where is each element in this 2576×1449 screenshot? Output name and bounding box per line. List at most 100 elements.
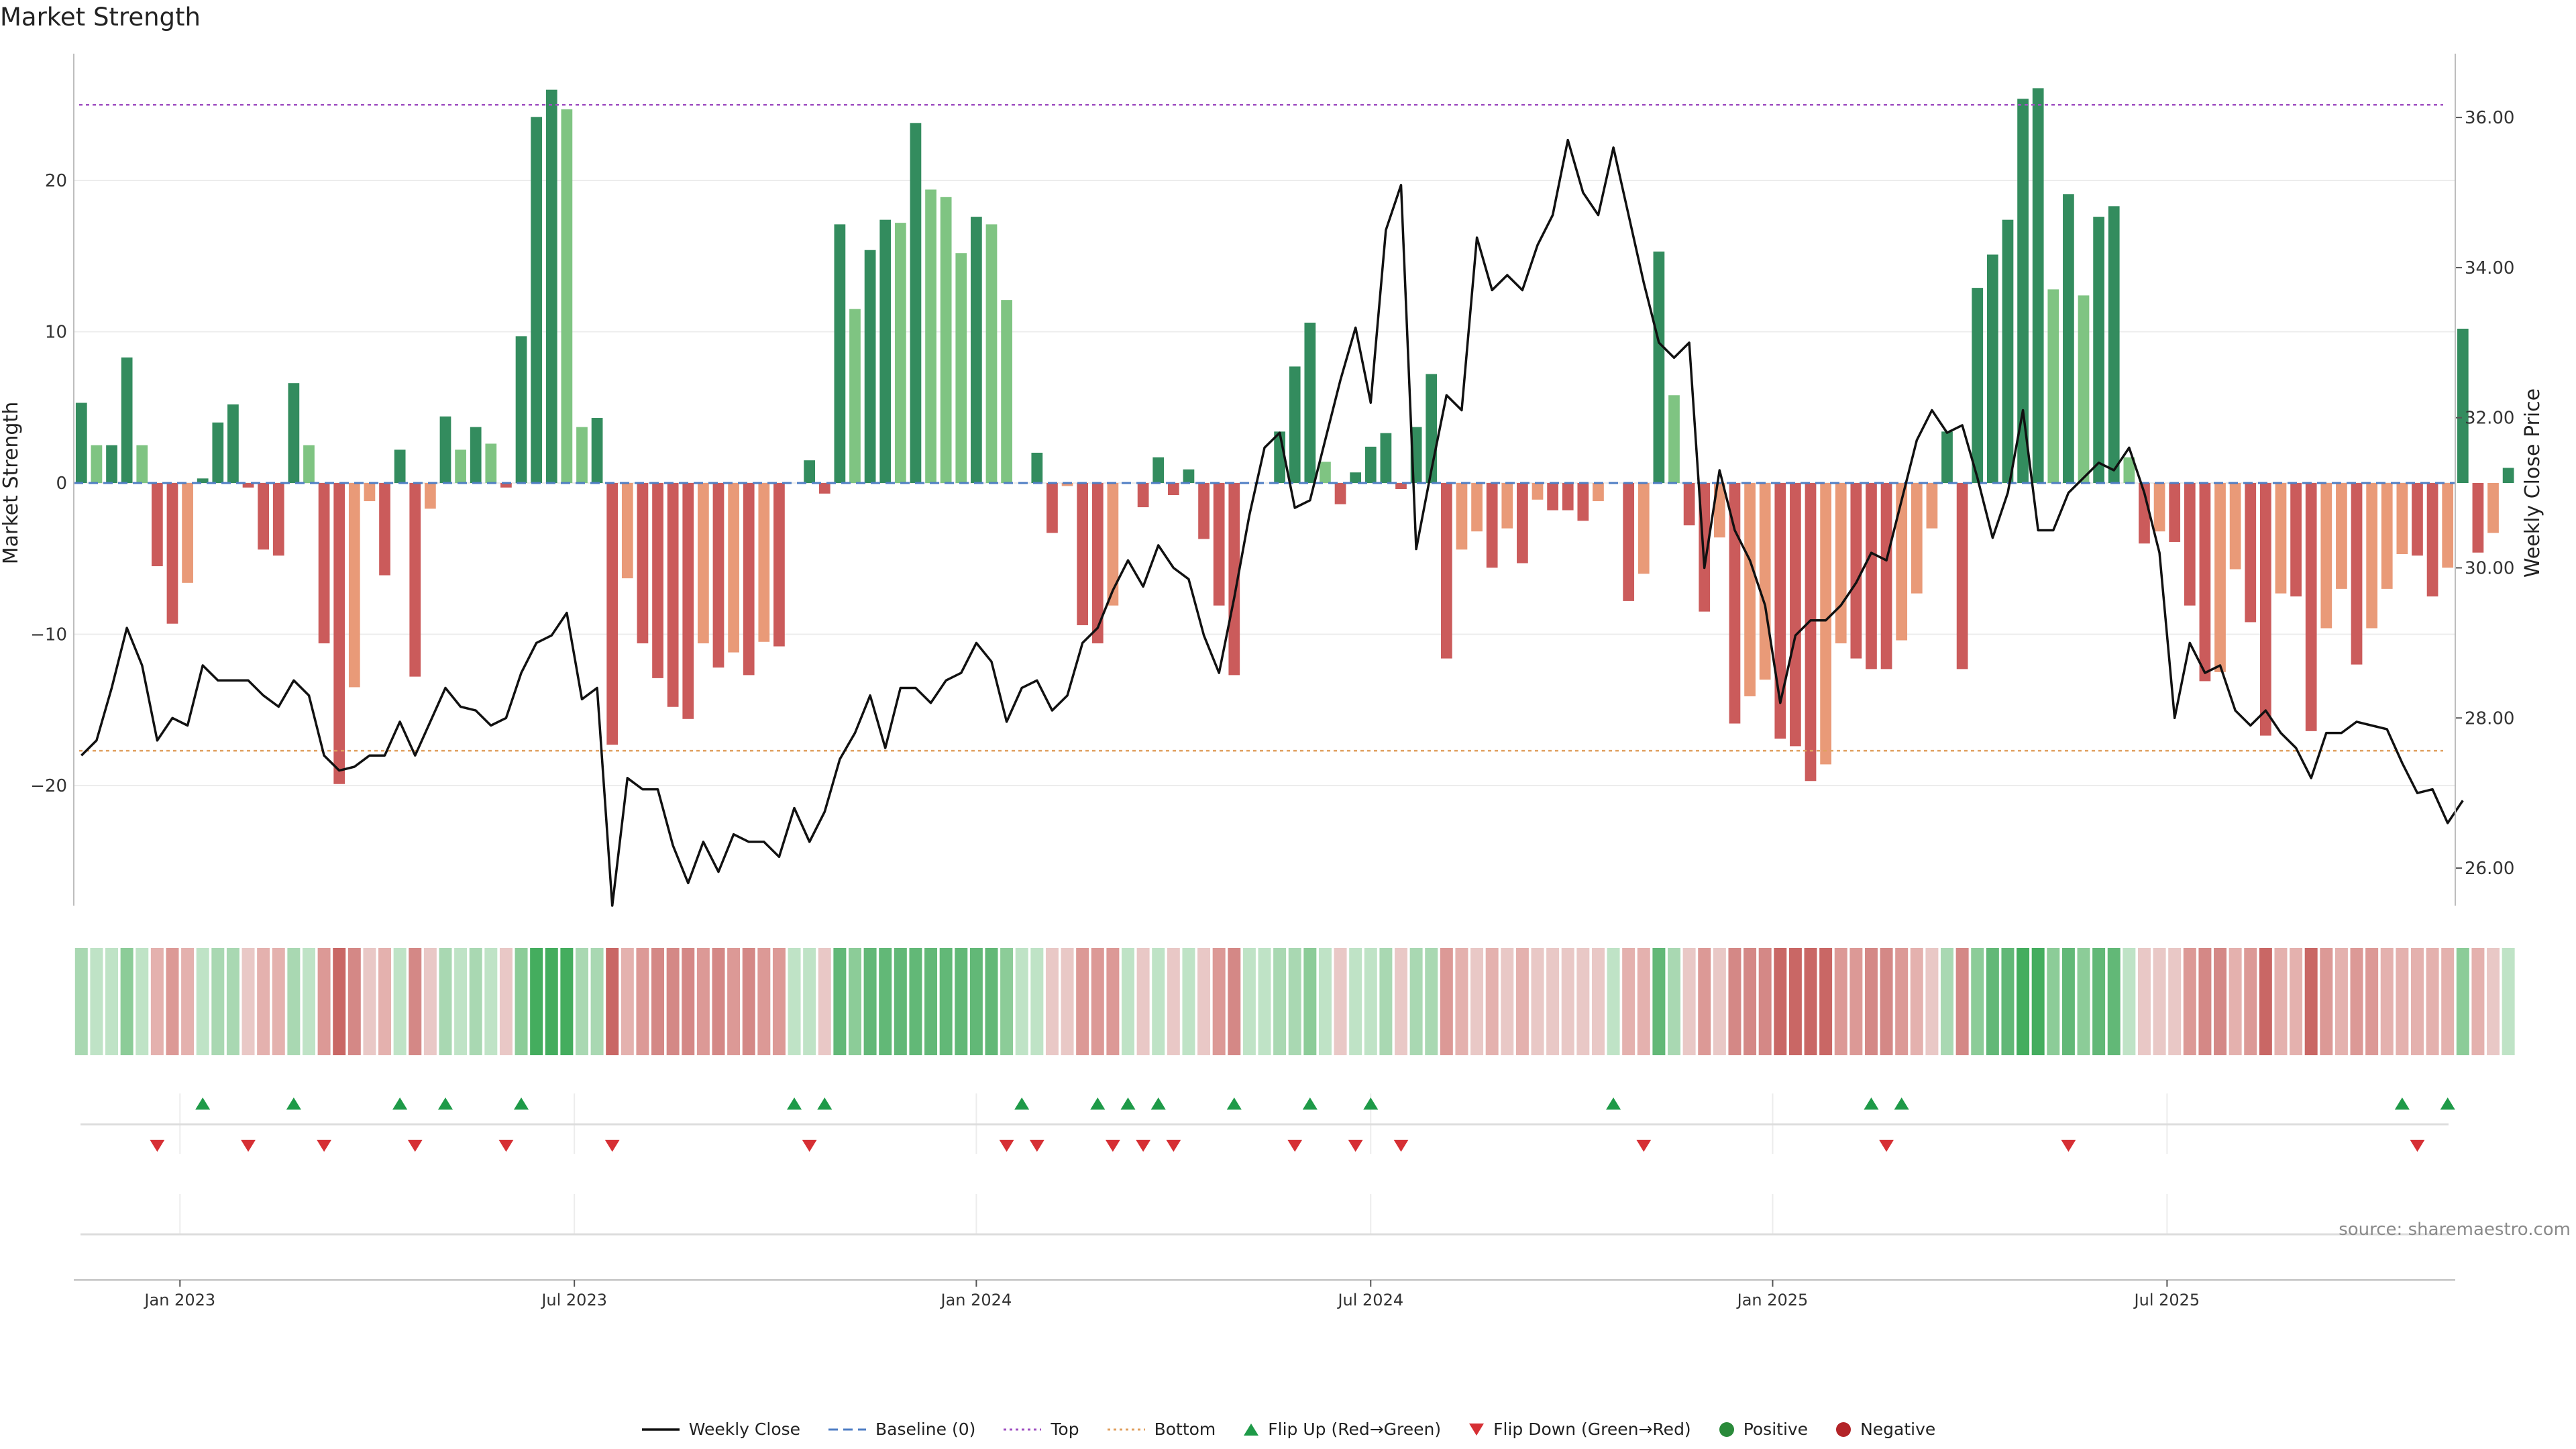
heat-cell [924, 948, 938, 1055]
strength-bar [2442, 483, 2454, 568]
strength-bar [1713, 483, 1725, 538]
flip-up-marker [1894, 1097, 1909, 1110]
strength-bar [1759, 483, 1771, 680]
y2-tick-label: 34.00 [2465, 258, 2514, 278]
strength-bar [576, 427, 588, 483]
y2-tick-label: 26.00 [2465, 859, 2514, 879]
heat-cell [894, 948, 907, 1055]
heat-cell [863, 948, 877, 1055]
heat-cell [1622, 948, 1635, 1055]
flip-down-marker [604, 1140, 620, 1152]
x-axis: Jan 2023 Jul 2023 Jan 2024 Jul 2024 Jan 2025… [74, 1279, 2455, 1309]
strength-bar [531, 117, 543, 484]
strength-bar [985, 224, 998, 483]
legend-item: Flip Up (Red→Green) [1242, 1419, 1441, 1439]
flip-down-marker [1879, 1140, 1894, 1152]
heat-cell [2290, 948, 2303, 1055]
flip-up-marker [1226, 1097, 1242, 1110]
flip-down-marker [2061, 1140, 2076, 1152]
strength-bar [136, 445, 148, 483]
heat-cell [1167, 948, 1180, 1055]
strength-bar [2123, 457, 2135, 483]
heat-cell [454, 948, 468, 1055]
strength-bar [773, 483, 785, 647]
strength-bar [318, 483, 330, 644]
flip-down-marker [150, 1140, 165, 1152]
strength-bar [258, 483, 270, 550]
heat-cell [1334, 948, 1347, 1055]
heat-cell [2396, 948, 2409, 1055]
heat-cell [1652, 948, 1666, 1055]
strength-bar [1986, 254, 1998, 483]
legend-symbol [641, 1428, 680, 1431]
heat-cell [166, 948, 179, 1055]
strength-bar [1471, 483, 1483, 532]
heat-cell [2198, 948, 2212, 1055]
strength-bar [151, 483, 163, 567]
heat-cell [2274, 948, 2288, 1055]
strength-bar [1956, 483, 1968, 669]
heat-cell [120, 948, 133, 1055]
heat-cell [2001, 948, 2015, 1055]
strength-bar [606, 483, 619, 745]
strength-bar [1532, 483, 1544, 500]
heat-cell [2456, 948, 2469, 1055]
strength-bar [2412, 483, 2423, 556]
heat-cell [1364, 948, 1377, 1055]
heat-cell [1607, 948, 1620, 1055]
heat-cell [1288, 948, 1301, 1055]
heat-cell [1834, 948, 1847, 1055]
flip-down-marker [1287, 1140, 1303, 1152]
heat-cell [1030, 948, 1044, 1055]
strength-bar [1440, 483, 1452, 659]
heat-cell [499, 948, 513, 1055]
heat-cell [423, 948, 437, 1055]
heat-cell [1349, 948, 1362, 1055]
heat-cell [545, 948, 558, 1055]
strength-bar [1593, 483, 1604, 502]
heat-cell [1485, 948, 1499, 1055]
strength-bar [303, 445, 315, 483]
strength-bar [2366, 483, 2378, 629]
flip-up-marker [1090, 1097, 1106, 1110]
heat-cell [2031, 948, 2045, 1055]
heat-cell [1455, 948, 1468, 1055]
strength-bar [818, 483, 830, 494]
strength-bar [1486, 483, 1498, 568]
heat-cell [2304, 948, 2318, 1055]
flip-down-marker [1348, 1140, 1363, 1152]
strength-bar [1456, 483, 1468, 550]
flip-up-marker [392, 1097, 408, 1110]
strength-bar [1805, 483, 1817, 782]
heat-cell [1501, 948, 1514, 1055]
strength-bar [2320, 483, 2332, 629]
strength-bar [2002, 219, 2014, 483]
heat-cell [879, 948, 892, 1055]
strength-bar [2472, 483, 2484, 553]
heat-cell [2487, 948, 2500, 1055]
y2-tick-label: 30.00 [2465, 558, 2514, 578]
strength-bar [1380, 433, 1392, 483]
flip-up-marker [817, 1097, 833, 1110]
strength-bar [1046, 483, 1058, 533]
heat-cell [2380, 948, 2394, 1055]
flip-up-marker [1363, 1097, 1379, 1110]
heat-cell [1925, 948, 1939, 1055]
heat-cell [848, 948, 861, 1055]
strength-bar [197, 478, 209, 483]
heat-cell [196, 948, 209, 1055]
strength-bar [2502, 468, 2514, 483]
strength-bar [2214, 483, 2226, 672]
heat-cell [317, 948, 331, 1055]
legend-label: Top [1051, 1419, 1079, 1439]
weekly-close-line [80, 138, 2464, 907]
legend-item: Negative [1835, 1419, 1935, 1439]
flip-up-marker [1150, 1097, 1166, 1110]
heat-cell [1713, 948, 1726, 1055]
strength-bar [485, 443, 497, 483]
heat-cell [1000, 948, 1014, 1055]
heat-cell [2244, 948, 2257, 1055]
axis-layer: −20 −10 0 10 20 26.00 28.00 30.00 32.00 34.00 36.0… [0, 54, 2544, 906]
flip-markers [80, 1093, 2455, 1236]
heat-cell [1515, 948, 1529, 1055]
